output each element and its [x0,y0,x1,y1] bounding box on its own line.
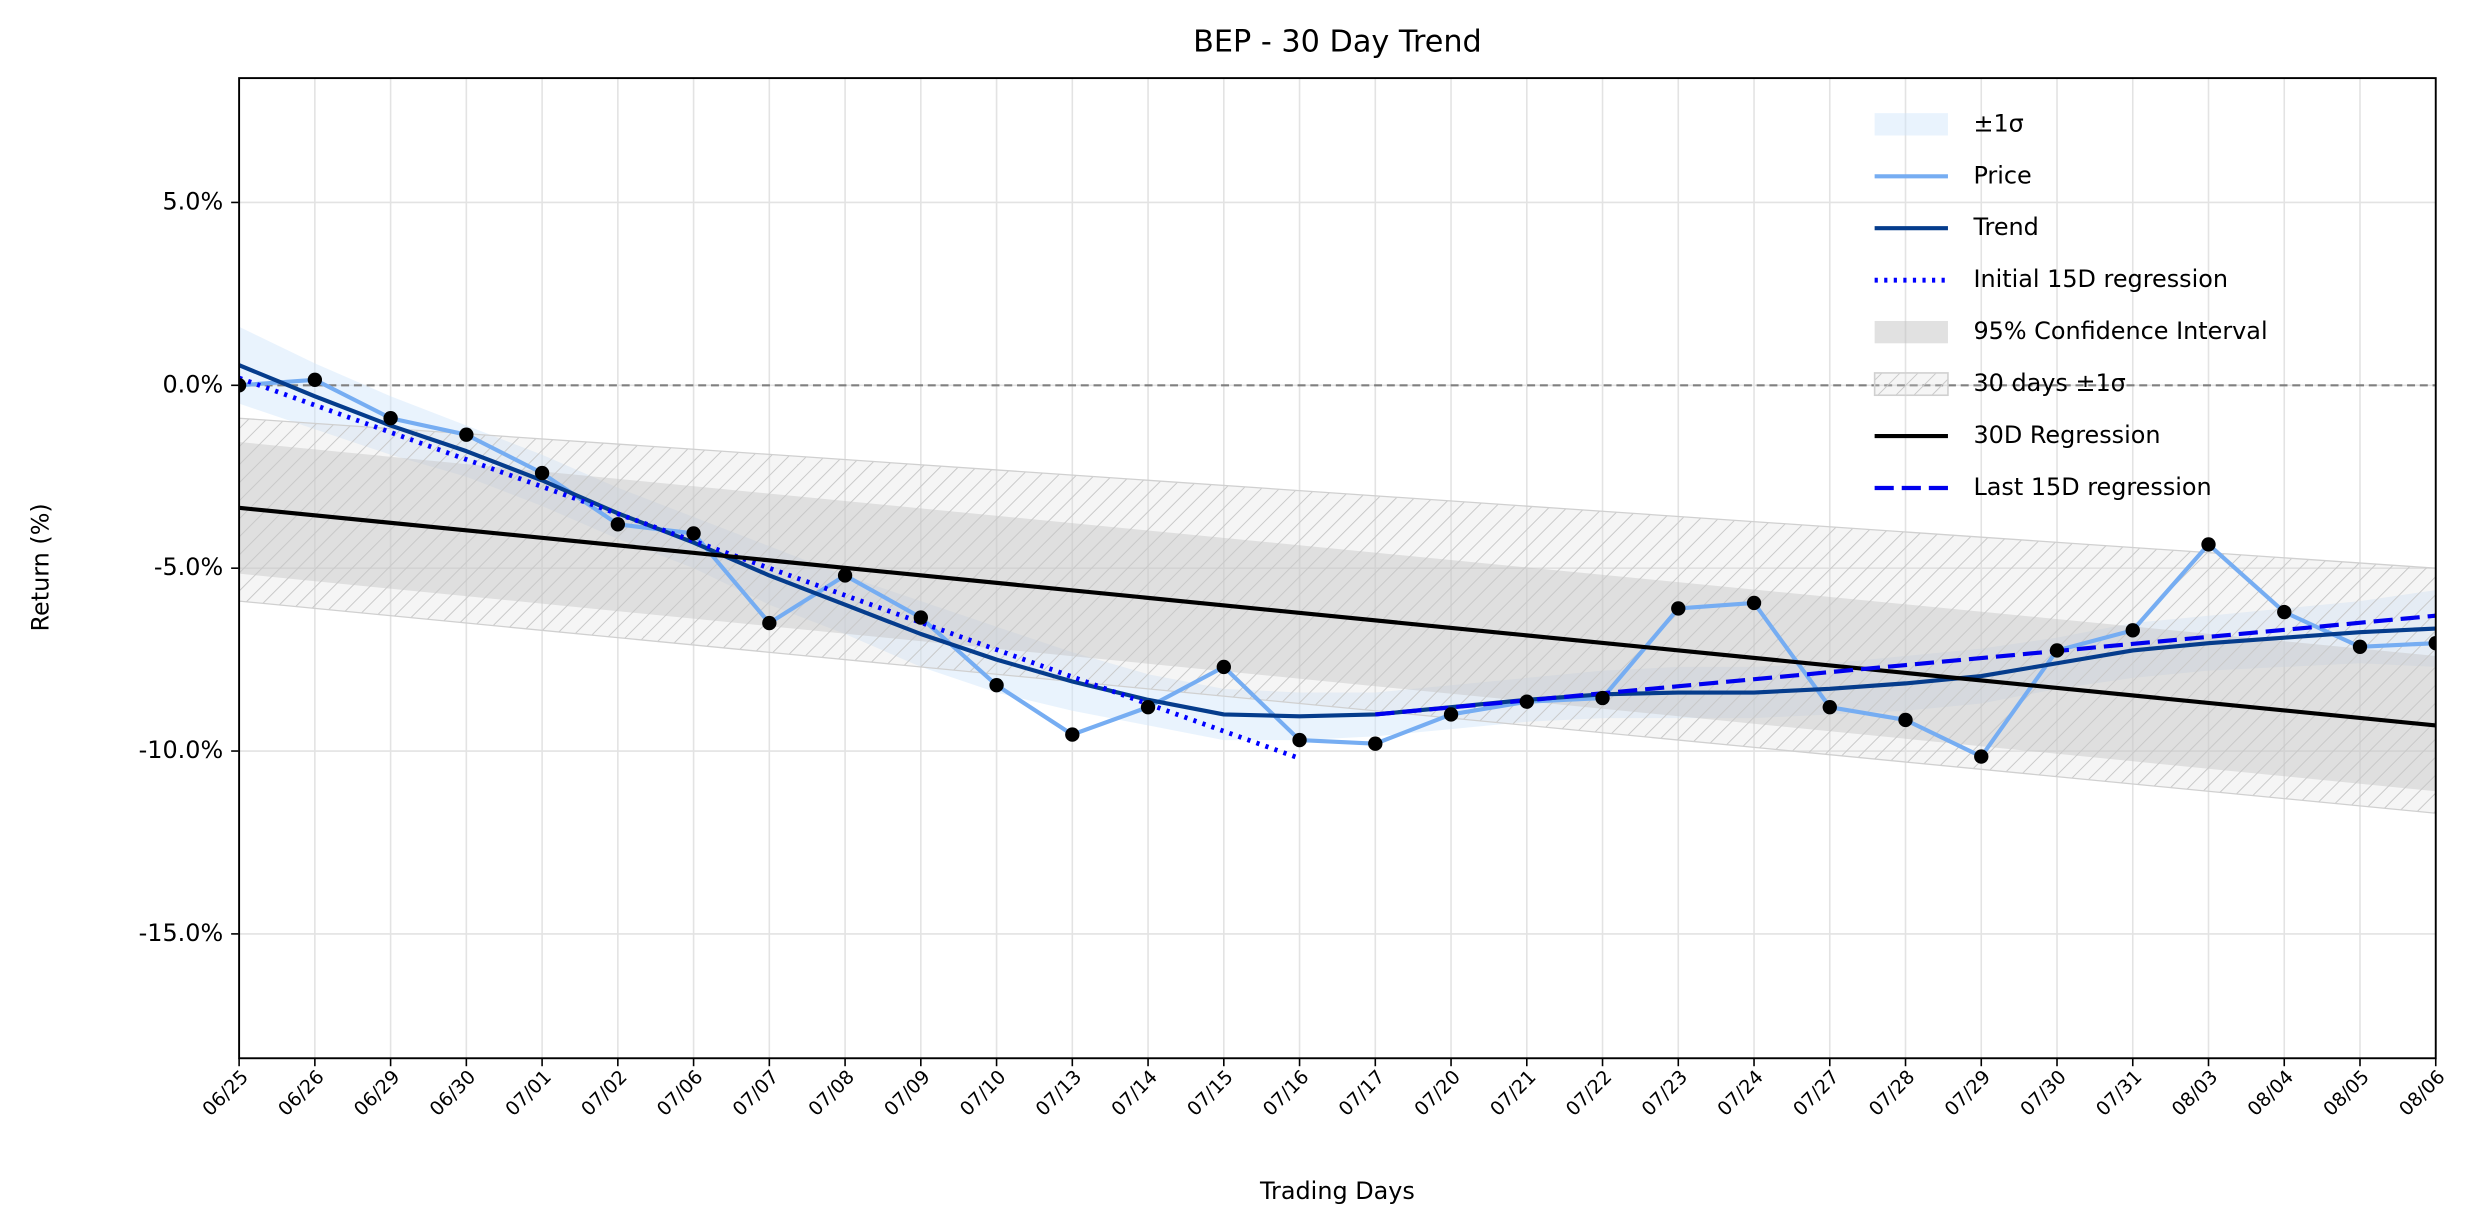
point [1292,732,1307,748]
point [762,615,777,631]
legend-label: 30D Regression [1973,421,2160,449]
point [2352,639,2368,654]
point [1065,727,1080,742]
legend-label: 95% Confidence Interval [1973,317,2267,345]
point [2277,604,2292,620]
series-line [1375,613,2436,717]
y-tick-label: -15.0% [139,919,224,947]
series-line [239,377,2436,759]
point [1368,736,1383,751]
point [1746,595,1762,611]
x-axis-label: Trading Days [1259,1177,1415,1205]
legend-swatch [1874,320,1948,344]
legend-swatch [1873,372,1949,397]
series-layer [239,326,2436,814]
point [2125,623,2140,638]
chart-title: BEP - 30 Day Trend [1193,25,1482,60]
point [307,372,323,387]
point [383,411,398,426]
point [1140,699,1156,715]
point [459,427,474,442]
legend-label: ±1σ [1973,109,2023,137]
y-tick-label: -5.0% [154,553,223,581]
y-tick-label: 5.0% [162,187,223,215]
legend-label: Trend [1972,213,2038,241]
point [1595,690,1610,706]
point [534,465,550,481]
series-line [239,505,2436,728]
point [1443,707,1459,722]
legend-label: Initial 15D regression [1973,265,2228,293]
point [2201,537,2216,552]
series-line [239,363,2436,719]
legend-swatch [1874,113,1948,136]
point [1519,694,1534,709]
y-tick-label: -10.0% [139,736,224,764]
legend-label: Price [1973,161,2031,189]
point [1974,749,1989,764]
point [610,517,626,532]
point [989,678,1004,693]
point [913,610,928,625]
legend-label: Last 15D regression [1973,473,2211,501]
point [2428,635,2436,651]
series-line [239,375,1301,761]
plot-frame [238,77,2437,1060]
point [1898,712,1913,728]
y-tick-label: 0.0% [162,370,223,398]
point [1216,659,1231,675]
point [239,378,247,393]
point [837,568,853,583]
legend-label: 30 days ±1σ [1973,369,2125,397]
point [686,526,701,541]
point [2049,643,2065,658]
point [1671,601,1686,616]
y-axis-label: Return (%) [26,503,54,631]
point [1822,699,1837,715]
